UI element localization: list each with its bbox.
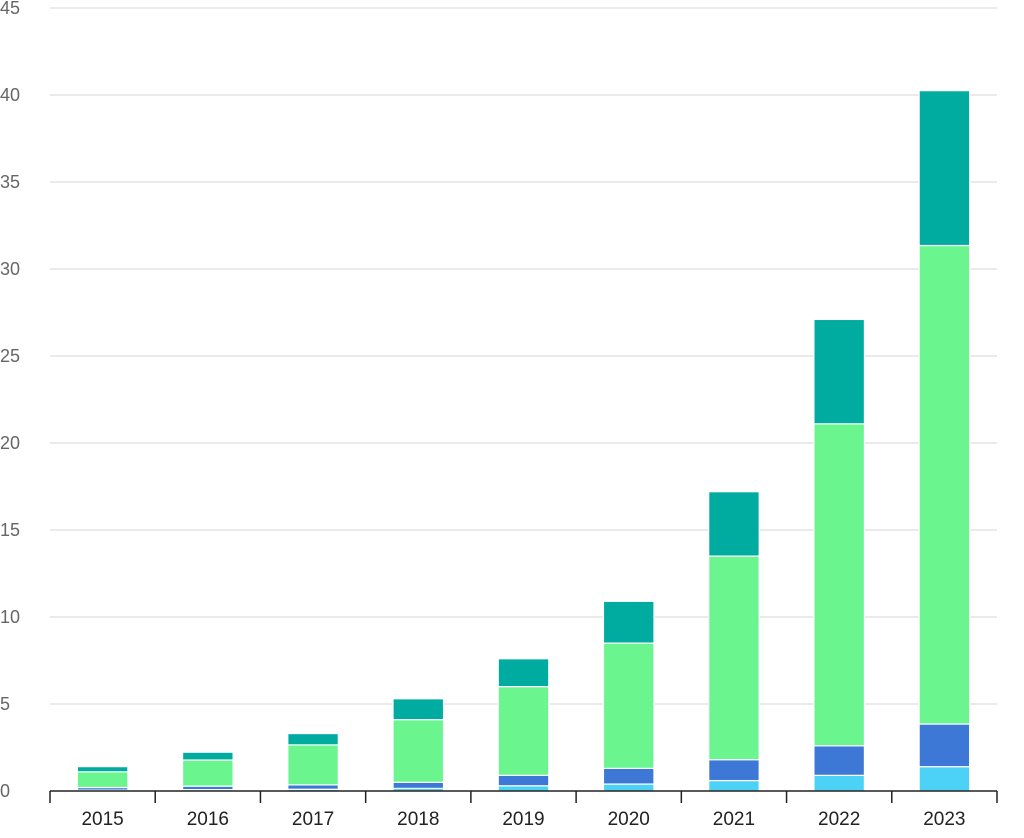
bar-segment-2022-series-1 [813,774,866,792]
y-tick-label: 30 [0,259,20,279]
bar-segment-2023-series-3 [918,244,971,725]
gridlines [50,7,997,705]
bar-segment-2016-series-4 [181,751,234,761]
bar-segment-2015-series-4 [76,766,129,773]
bar-segment-2019-series-3 [497,685,550,776]
x-tick-label: 2020 [608,809,650,830]
x-tick-label: 2016 [187,809,229,830]
y-tick-label: 15 [0,520,20,540]
x-tick-label: 2022 [818,809,860,830]
bar-segment-2021-series-3 [708,555,760,761]
y-axis-tick-labels: 0 5 10 15 20 25 30 35 40 45 [0,0,20,801]
y-tick-label: 40 [0,85,20,105]
y-tick-label: 25 [0,346,20,366]
x-tick-label: 2018 [397,809,439,830]
bar-segment-2021-series-4 [708,491,760,557]
y-tick-label: 10 [0,607,20,627]
x-axis: 2015 2016 2017 2018 2019 2020 2021 2022 2023 [49,790,998,830]
bar-segment-2020-series-1 [602,783,655,792]
y-tick-label: 5 [0,694,10,714]
bar-segment-2018-series-4 [392,698,445,721]
y-tick-label: 20 [0,433,20,453]
y-tick-label: 45 [0,0,20,18]
x-tick-label: 2021 [713,809,755,830]
x-tick-label: 2023 [923,809,965,830]
x-tick-label: 2017 [292,809,334,830]
x-tick-label: 2019 [502,809,544,830]
y-tick-label: 0 [0,781,10,801]
bar-segment-2020-series-3 [602,642,655,769]
bar-segment-2023-series-2 [918,723,971,768]
bar-segment-2023-series-4 [918,90,971,247]
bar-segment-2019-series-2 [497,774,550,787]
bar-segment-2021-series-2 [708,759,760,782]
y-tick-label: 35 [0,172,20,192]
bar-segment-2017-series-2 [287,784,339,790]
bar-segment-2020-series-2 [602,767,655,785]
bar-segment-2018-series-3 [392,719,445,783]
bar-segment-2022-series-2 [813,745,866,776]
bar-segment-2021-series-1 [708,779,760,792]
bar-segment-2019-series-1 [497,785,550,792]
bar-segment-2023-series-1 [918,766,971,792]
bar-segment-2017-series-4 [287,732,339,746]
x-tick-label: 2015 [81,809,123,830]
bars [76,90,971,792]
bar-segment-2022-series-3 [813,423,866,747]
bar-segment-2015-series-3 [76,771,129,789]
bar-segment-2020-series-4 [602,600,655,644]
bar-segment-2016-series-3 [181,759,234,787]
bar-segment-2018-series-2 [392,781,445,789]
bar-segment-2022-series-4 [813,318,866,425]
bar-segment-2019-series-4 [497,658,550,688]
bar-segment-2017-series-3 [287,744,339,786]
